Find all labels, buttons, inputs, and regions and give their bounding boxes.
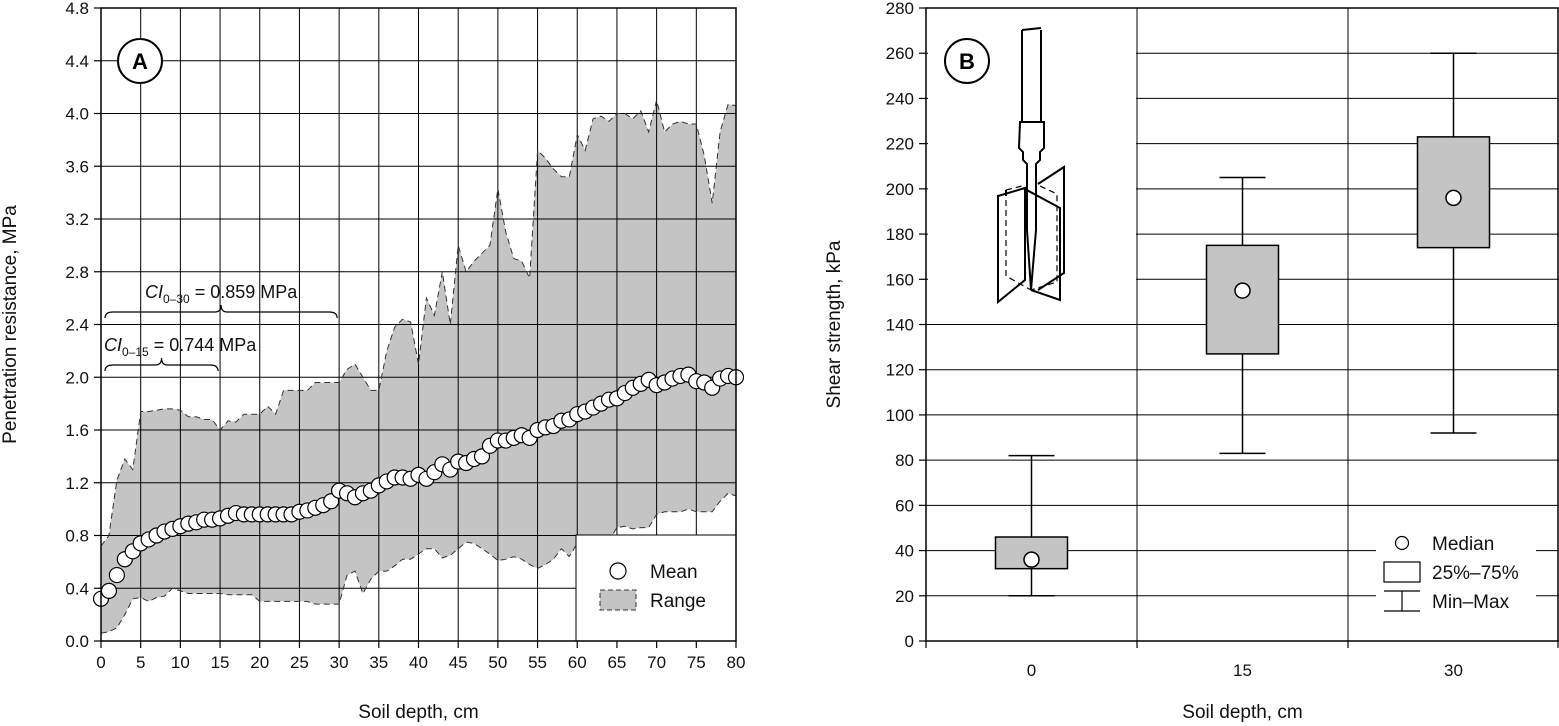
y-tick-label: 4.4 <box>65 52 89 71</box>
x-category-label: 0 <box>1027 661 1036 680</box>
legend-median-marker <box>1394 535 1410 551</box>
range-upper-edge <box>100 100 737 547</box>
x-tick-label: 20 <box>250 653 269 672</box>
panel-a-penetration-chart: 0 5 10 15 20 25 30 35 40 45 50 55 60 65 70 75 80 0.0 0.4 0.… <box>0 0 745 723</box>
panel-label-circle <box>117 38 163 84</box>
y-tick-label: 40 <box>895 542 914 561</box>
median-marker <box>1234 282 1251 299</box>
y-tick-label: 1.2 <box>65 474 89 493</box>
x-tick-label: 5 <box>136 653 145 672</box>
x-tick-label: 45 <box>449 653 468 672</box>
x-tick-label: 35 <box>369 653 388 672</box>
vane-blade-back <box>1005 185 1058 291</box>
y-tick-label: 3.6 <box>65 157 89 176</box>
legend-mean-label: Mean <box>650 562 698 583</box>
y-tick-label: 80 <box>895 451 914 470</box>
x-tick-label: 75 <box>687 653 706 672</box>
x-tick-label: 80 <box>727 653 746 672</box>
vane-collar <box>1017 121 1045 291</box>
annotation-value: = 0.744 MPa <box>149 335 258 355</box>
y-tick-label: 0.4 <box>65 579 89 598</box>
panel-label-circle <box>944 38 990 84</box>
y-tick-label: 0.0 <box>65 632 89 651</box>
x-tick-label: 65 <box>607 653 626 672</box>
y-tick-label: 2.0 <box>65 368 89 387</box>
vane-blade-right <box>1037 165 1065 291</box>
legend-box <box>575 534 737 642</box>
legend-median-label: Median <box>1432 534 1494 555</box>
y-tick-label: 0.8 <box>65 527 89 546</box>
y-tick-label: 120 <box>886 361 914 380</box>
x-tick-label: 10 <box>171 653 190 672</box>
median-marker <box>1445 189 1462 207</box>
x-tick-label: 15 <box>211 653 230 672</box>
panel-label: A <box>132 49 148 74</box>
vane-blade-front <box>997 186 1026 305</box>
annotation-var: CI <box>104 335 122 355</box>
annotation-value: = 0.859 MPa <box>190 282 299 302</box>
y-tick-label: 180 <box>886 225 914 244</box>
y-tick-label: 240 <box>886 89 914 108</box>
x-tick-label: 40 <box>409 653 428 672</box>
x-category-label: 30 <box>1444 661 1463 680</box>
y-tick-label: 100 <box>886 406 914 425</box>
legend-range-label: Range <box>650 591 706 612</box>
annotation-label: CI0–15 = 0.744 MPa <box>104 335 257 359</box>
x-axis-title: Soil depth, cm <box>358 702 478 723</box>
y-tick-label: 140 <box>886 316 914 335</box>
median-marker <box>1023 551 1040 568</box>
x-category-label: 15 <box>1233 661 1252 680</box>
y-tick-label: 3.2 <box>65 210 89 229</box>
y-tick-label: 220 <box>886 135 914 154</box>
x-tick-label: 30 <box>330 653 349 672</box>
y-tick-label: 60 <box>895 496 914 515</box>
x-tick-label: 70 <box>647 653 666 672</box>
vane-rod <box>1021 27 1042 122</box>
x-tick-label: 0 <box>96 653 105 672</box>
x-axis-title: Soil depth, cm <box>1182 702 1302 723</box>
mean-point <box>100 582 118 599</box>
annotation-label: CI0–30 = 0.859 MPa <box>145 282 298 306</box>
legend-range-swatch <box>599 589 637 611</box>
range-lower-edge <box>100 492 737 634</box>
legend-iqr-label: 25%–75% <box>1432 563 1519 584</box>
panel-b-shear-chart: Median 25%–75% Min–Max 0 20 40 60 80 100 120 140 16… <box>824 0 1559 723</box>
y-tick-label: 280 <box>886 0 914 18</box>
x-tick-label: 55 <box>528 653 547 672</box>
y-axis-title: Penetration resistance, MPa <box>0 205 21 444</box>
shear-vane-illustration <box>997 27 1065 305</box>
vane-blade-left <box>1005 187 1061 302</box>
legend-minmax-label: Min–Max <box>1432 592 1510 613</box>
y-tick-label: 1.6 <box>65 421 89 440</box>
y-tick-label: 4.8 <box>65 0 89 18</box>
x-tick-label: 25 <box>290 653 309 672</box>
y-tick-label: 160 <box>886 270 914 289</box>
y-tick-label: 20 <box>895 587 914 606</box>
y-tick-label: 2.4 <box>65 316 89 335</box>
annotation-var: CI <box>145 282 163 302</box>
x-tick-label: 60 <box>568 653 587 672</box>
annotation-brace <box>104 357 219 372</box>
y-tick-label: 2.8 <box>65 263 89 282</box>
annotation-subscript: 0–15 <box>122 345 149 359</box>
y-tick-label: 260 <box>886 44 914 63</box>
x-tick-label: 50 <box>488 653 507 672</box>
box-iqr <box>1205 244 1280 355</box>
annotation-subscript: 0–30 <box>163 292 190 306</box>
y-tick-label: 0 <box>905 632 914 651</box>
y-axis-title: Shear strength, kPa <box>824 240 845 408</box>
y-tick-label: 4.0 <box>65 105 89 124</box>
panel-label: B <box>959 49 975 74</box>
mean-point <box>108 566 125 584</box>
legend-mean-marker <box>609 562 627 580</box>
y-tick-label: 200 <box>886 180 914 199</box>
legend-minmax-swatch <box>1384 590 1420 612</box>
annotation-brace <box>104 304 338 319</box>
legend-iqr-swatch <box>1383 561 1421 583</box>
